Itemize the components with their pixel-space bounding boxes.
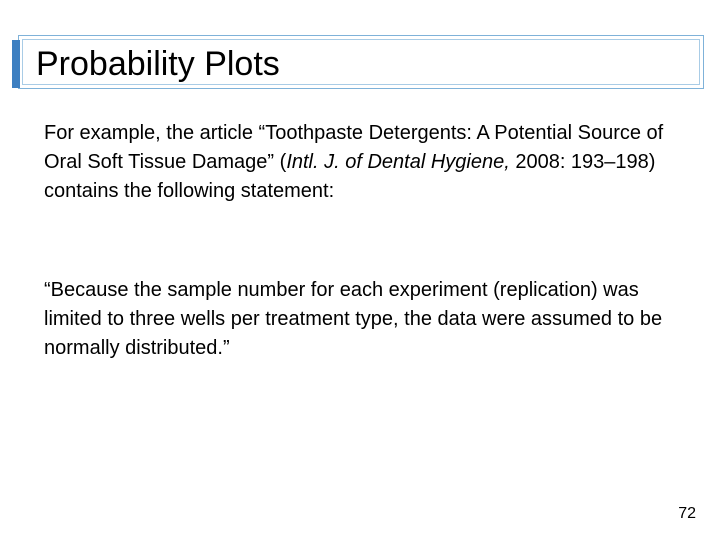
page-number: 72: [678, 505, 696, 522]
title-accent-bar: [12, 40, 20, 88]
paragraph: For example, the article “Toothpaste Det…: [44, 119, 684, 206]
title-inner-frame: [22, 39, 700, 85]
text: For example, the article “Toothpaste Det…: [44, 122, 664, 173]
journal-name: Intl. J. of Dental Hygiene,: [286, 151, 510, 173]
text: 2008: 193–198) contains the following st…: [44, 151, 656, 202]
quote: “Because the sample number for each expe…: [44, 279, 663, 359]
slide-title: Probability Plots: [36, 45, 280, 83]
